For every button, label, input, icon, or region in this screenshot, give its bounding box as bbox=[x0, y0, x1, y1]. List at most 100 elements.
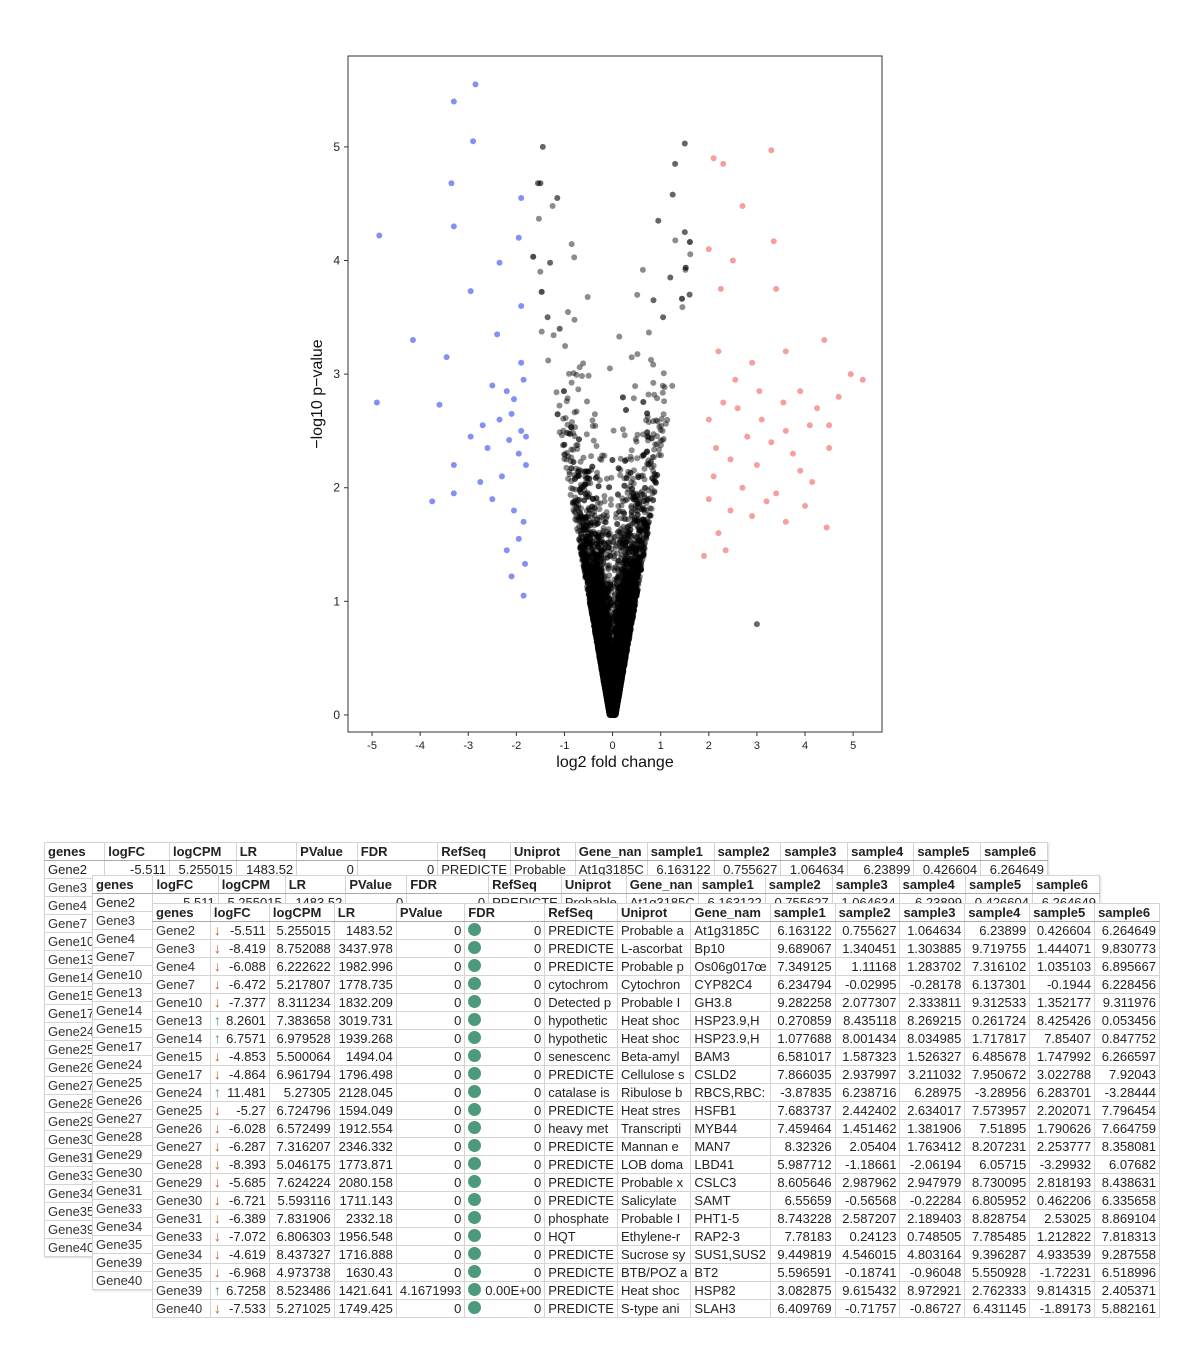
ns-point bbox=[620, 633, 626, 639]
ns-point bbox=[616, 678, 623, 685]
ns-point bbox=[605, 675, 611, 682]
ns-point bbox=[623, 611, 630, 618]
ns-point bbox=[611, 704, 618, 711]
ns-point bbox=[616, 637, 623, 644]
ns-point bbox=[629, 601, 636, 608]
ns-point bbox=[612, 693, 619, 700]
ns-point bbox=[604, 695, 611, 702]
ns-point bbox=[593, 584, 600, 591]
ns-point bbox=[607, 706, 614, 713]
ns-point bbox=[612, 704, 619, 711]
ns-point bbox=[623, 645, 630, 652]
ns-point bbox=[590, 602, 597, 608]
ns-point bbox=[601, 604, 608, 611]
ns-point bbox=[600, 670, 607, 677]
ns-point bbox=[583, 556, 589, 563]
ns-point bbox=[600, 628, 607, 635]
ns-point bbox=[613, 697, 620, 703]
ns-point bbox=[639, 556, 646, 563]
ns-point bbox=[602, 669, 609, 676]
ns-point bbox=[679, 304, 686, 311]
ns-point bbox=[612, 706, 619, 713]
ns-point bbox=[601, 661, 608, 668]
ns-point bbox=[617, 671, 624, 678]
ns-point bbox=[638, 539, 645, 546]
ns-point bbox=[600, 648, 606, 655]
ns-point bbox=[623, 613, 630, 620]
ns-point bbox=[589, 568, 596, 575]
ns-point bbox=[660, 436, 667, 442]
ns-point bbox=[628, 619, 635, 626]
ns-point bbox=[606, 696, 613, 703]
ns-point bbox=[611, 710, 618, 716]
ns-point bbox=[613, 700, 620, 707]
ns-point bbox=[607, 679, 614, 686]
ns-point bbox=[590, 594, 597, 601]
ns-point bbox=[611, 652, 618, 659]
ns-point bbox=[601, 678, 608, 685]
ns-point bbox=[634, 351, 641, 358]
ns-point bbox=[616, 656, 623, 662]
ns-point bbox=[601, 666, 608, 673]
ns-point bbox=[621, 656, 628, 663]
ns-point bbox=[595, 643, 602, 650]
ns-point bbox=[550, 332, 557, 339]
ns-point bbox=[604, 693, 611, 700]
ns-point bbox=[592, 607, 599, 614]
ns-point bbox=[593, 443, 600, 449]
ns-point bbox=[624, 577, 631, 584]
ns-point bbox=[616, 635, 623, 642]
ns-point bbox=[597, 577, 604, 584]
ns-point bbox=[612, 700, 619, 707]
ns-point bbox=[598, 660, 605, 667]
ns-point bbox=[626, 628, 633, 635]
ns-point bbox=[619, 634, 625, 641]
ns-point bbox=[607, 710, 614, 717]
ns-point bbox=[596, 609, 603, 616]
ns-point bbox=[615, 672, 622, 679]
ns-point bbox=[613, 703, 620, 710]
ns-point bbox=[651, 477, 658, 484]
ns-point bbox=[617, 657, 624, 664]
ns-point bbox=[610, 672, 617, 679]
ns-point bbox=[611, 691, 618, 698]
ns-point bbox=[600, 619, 607, 626]
ns-point bbox=[549, 203, 556, 209]
ns-point bbox=[594, 605, 601, 612]
ns-point bbox=[617, 642, 624, 649]
ns-point bbox=[625, 616, 631, 623]
ns-point bbox=[629, 575, 635, 582]
ns-point bbox=[621, 602, 628, 609]
ns-point bbox=[604, 685, 611, 692]
ns-point bbox=[613, 687, 620, 694]
ns-point bbox=[603, 685, 610, 692]
ns-point bbox=[594, 557, 601, 563]
ns-point bbox=[582, 479, 589, 486]
ns-point bbox=[618, 648, 625, 655]
ns-point bbox=[572, 486, 579, 493]
ns-point bbox=[592, 627, 599, 634]
ns-point bbox=[611, 678, 618, 685]
ns-point bbox=[605, 665, 612, 672]
ns-point bbox=[604, 597, 611, 603]
ns-point bbox=[613, 680, 620, 687]
ns-point bbox=[606, 708, 613, 715]
ns-point bbox=[597, 617, 604, 624]
ns-point bbox=[614, 649, 621, 656]
ns-point bbox=[600, 646, 607, 653]
ns-point bbox=[606, 618, 613, 625]
ns-point bbox=[604, 696, 611, 702]
ns-point bbox=[623, 630, 630, 637]
ns-point bbox=[603, 683, 610, 689]
ns-point bbox=[621, 637, 628, 644]
ns-point bbox=[570, 485, 576, 492]
ns-point bbox=[602, 655, 609, 662]
ns-point bbox=[604, 694, 611, 701]
ns-point bbox=[613, 696, 620, 703]
ns-point bbox=[600, 595, 607, 601]
ns-point bbox=[583, 550, 590, 557]
ns-point bbox=[636, 566, 642, 573]
ns-point bbox=[625, 630, 632, 637]
ns-point bbox=[616, 676, 623, 683]
ns-point bbox=[602, 682, 609, 689]
